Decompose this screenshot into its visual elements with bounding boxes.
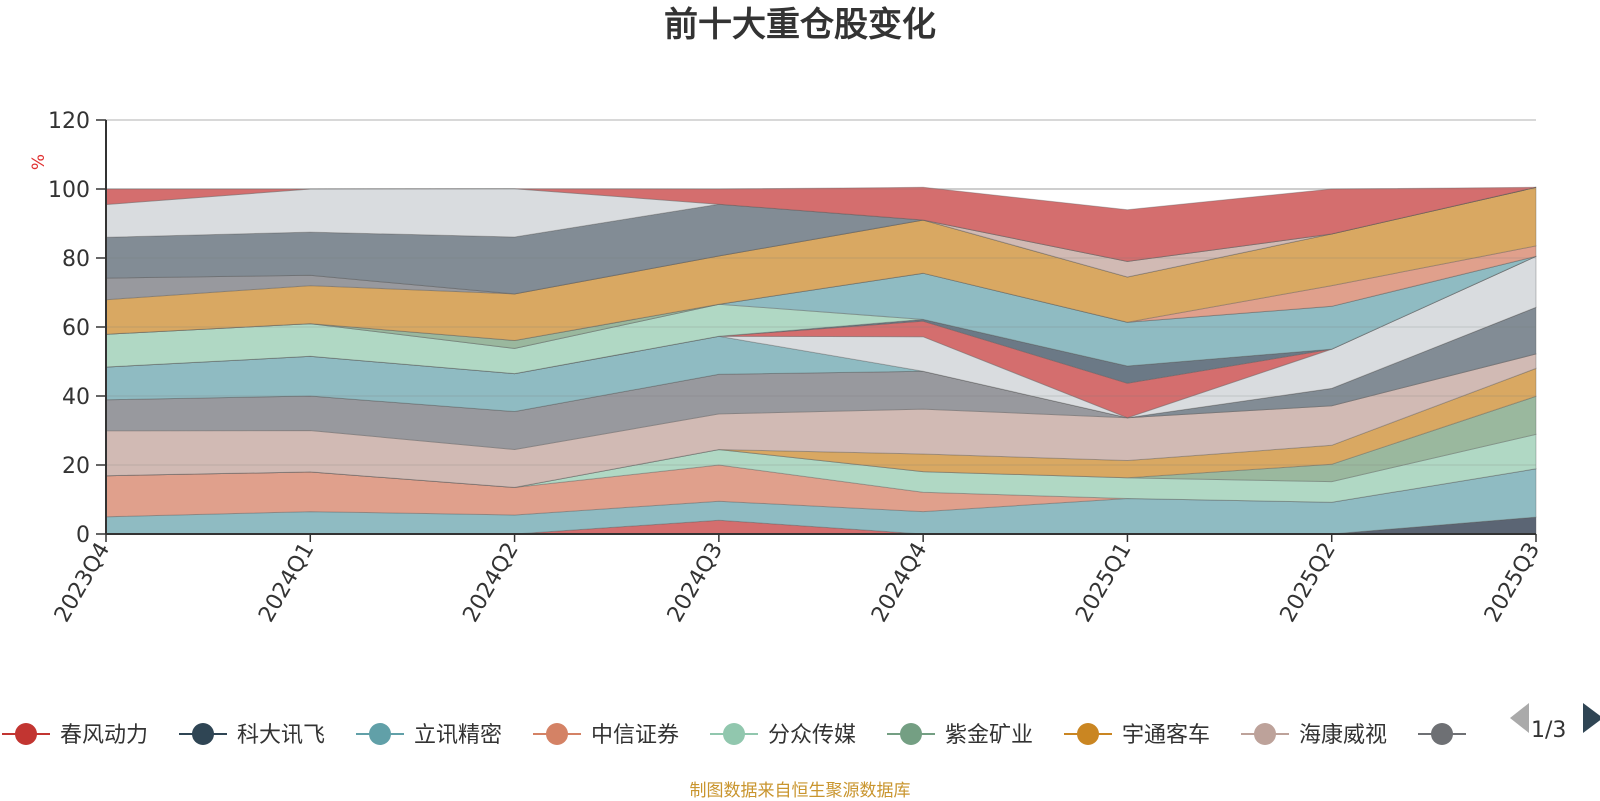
x-tick-label: 2024Q2	[458, 539, 523, 627]
legend[interactable]: 春风动力 科大讯飞 立讯精密 中信证券 分众传媒 紫金矿业 宇通客车 海康威视	[2, 700, 1600, 760]
y-tick-label: 120	[48, 109, 90, 134]
legend-marker-icon	[546, 723, 568, 745]
legend-item[interactable]: 紫金矿业	[887, 723, 1033, 748]
area-series-series-e[interactable]	[105, 433, 1537, 503]
legend-item[interactable]: 春风动力	[2, 723, 148, 748]
area-series-series-l[interactable]	[105, 255, 1537, 419]
legend-label: 春风动力	[60, 723, 148, 748]
triangle-left-icon[interactable]	[1510, 703, 1529, 733]
x-tick-label: 2024Q3	[663, 539, 728, 627]
legend-label: 紫金矿业	[945, 723, 1033, 748]
legend-page-indicator: 1/3	[1531, 718, 1567, 743]
x-tick-label: 2025Q2	[1276, 539, 1341, 627]
legend-marker-icon	[15, 723, 37, 745]
legend-marker-icon	[900, 723, 922, 745]
legend-next-page-button[interactable]	[1583, 703, 1600, 733]
y-tick-label: 60	[62, 316, 90, 341]
area-series-series-s[interactable]	[105, 186, 1537, 342]
legend-label: 海康威视	[1299, 723, 1387, 748]
legend-marker-icon	[1254, 723, 1276, 745]
y-axis-unit-label: %	[29, 154, 49, 170]
y-tick-label: 20	[62, 454, 90, 479]
legend-item[interactable]: 宇通客车	[1064, 723, 1210, 748]
legend-marker-icon	[723, 723, 745, 745]
y-tick-label: 80	[62, 247, 90, 272]
area-series-series-v[interactable]	[105, 186, 1537, 295]
y-tick-label: 40	[62, 385, 90, 410]
area-series-series-g[interactable]	[105, 367, 1537, 488]
area-series-series-f[interactable]	[105, 395, 1537, 488]
data-source-note: 制图数据来自恒生聚源数据库	[689, 781, 911, 801]
area-series-series-k[interactable]	[105, 306, 1537, 419]
x-tick-label: 2024Q1	[254, 539, 319, 627]
legend-marker-icon	[369, 723, 391, 745]
legend-label: 宇通客车	[1122, 723, 1210, 748]
triangle-right-icon[interactable]	[1583, 703, 1600, 733]
legend-marker-icon	[192, 723, 214, 745]
legend-label: 立讯精密	[414, 723, 502, 748]
legend-label: 中信证券	[591, 723, 679, 748]
legend-label: 分众传媒	[768, 723, 856, 748]
area-series-series-x[interactable]	[105, 186, 1537, 262]
legend-item[interactable]: 立讯精密	[356, 723, 502, 748]
legend-item[interactable]: 海康威视	[1241, 723, 1387, 748]
legend-label: 科大讯飞	[237, 723, 325, 748]
x-tick-label: 2025Q1	[1071, 539, 1136, 627]
legend-item[interactable]	[1418, 723, 1466, 745]
legend-marker-icon	[1077, 723, 1099, 745]
y-tick-label: 0	[76, 523, 90, 548]
legend-item[interactable]: 科大讯飞	[179, 723, 325, 748]
legend-prev-page-button[interactable]	[1510, 703, 1529, 733]
x-tick-label: 2023Q4	[50, 539, 115, 627]
area-series-group	[105, 186, 1537, 535]
legend-item[interactable]: 分众传媒	[710, 723, 856, 748]
x-tick-label: 2025Q3	[1480, 539, 1545, 627]
y-tick-label: 100	[48, 178, 90, 203]
legend-marker-icon	[1431, 723, 1453, 745]
chart-title: 前十大重仓股变化	[664, 5, 936, 45]
x-tick-label: 2024Q4	[867, 539, 932, 627]
legend-item[interactable]: 中信证券	[533, 723, 679, 748]
